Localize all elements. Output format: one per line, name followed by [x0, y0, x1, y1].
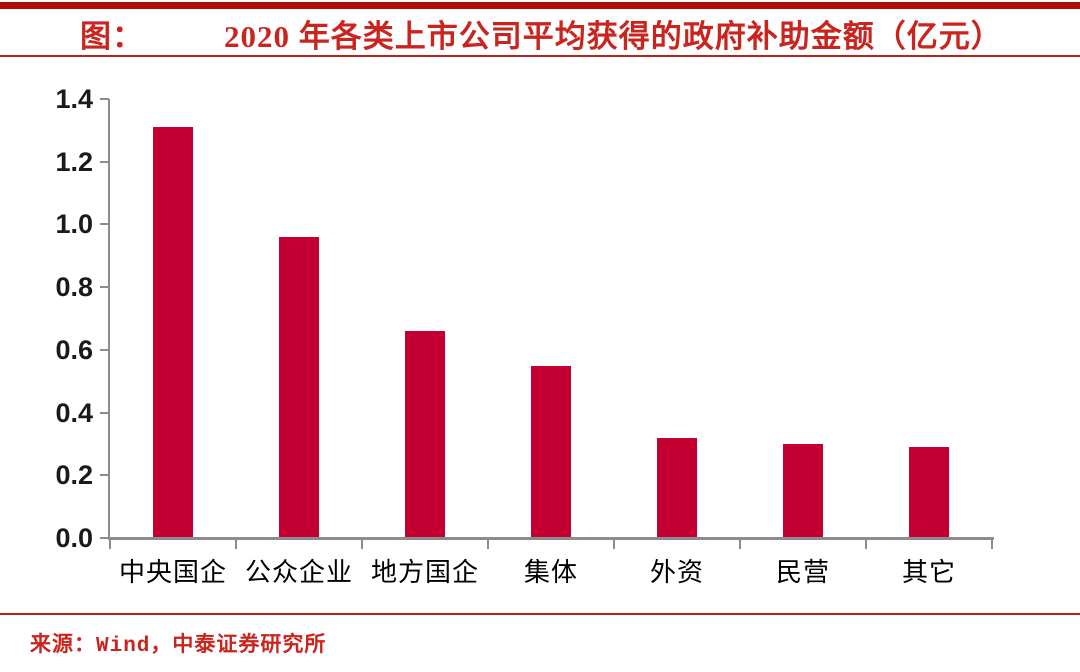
bar [405, 331, 445, 538]
bar [783, 443, 823, 538]
y-axis-label: 0.4 [55, 397, 93, 428]
x-tick [487, 537, 489, 549]
y-axis-label: 0.6 [55, 334, 93, 365]
y-tick [100, 160, 109, 163]
x-tick [109, 537, 111, 549]
bar [531, 365, 571, 538]
x-tick [991, 537, 993, 549]
x-axis [108, 537, 994, 540]
y-tick [100, 98, 109, 100]
x-axis-label: 中央国企 [118, 558, 227, 587]
figure-label: 图： [80, 18, 144, 54]
y-axis-label: 0.0 [55, 523, 93, 553]
bar [153, 127, 193, 538]
x-axis-label: 民营 [775, 558, 830, 587]
x-axis-label: 地方国企 [370, 558, 479, 587]
y-axis-label: 1.0 [55, 209, 93, 240]
footer-rule [0, 613, 1080, 615]
y-tick [100, 474, 109, 477]
y-tick [100, 348, 109, 351]
title-rule [0, 55, 1080, 57]
y-axis-label: 1.2 [55, 146, 93, 177]
x-axis-label: 集体 [523, 558, 578, 587]
x-axis-label: 外资 [649, 558, 704, 587]
bar [657, 437, 697, 538]
source-note: 来源：Wind，中泰证券研究所 [30, 635, 327, 658]
y-axis-label: 1.4 [55, 84, 93, 114]
x-axis-label: 其它 [901, 558, 956, 587]
x-tick [613, 537, 615, 549]
x-tick [739, 537, 741, 549]
y-axis [108, 99, 110, 540]
y-axis-label: 0.2 [55, 460, 93, 491]
x-tick [361, 537, 363, 549]
y-tick [100, 223, 109, 226]
bar-chart: 0.0 0.2 0.4 0.6 0.8 1.0 1.2 1.4 中央国企 公众企业 地方国企 集体 外… [0, 60, 1080, 605]
x-tick [235, 537, 237, 549]
bar [279, 236, 319, 538]
y-tick [100, 286, 109, 289]
bar [909, 447, 949, 538]
figure-title: 图： 2020 年各类上市公司平均获得的政府补助金额（亿元） [80, 14, 1003, 54]
top-rule [0, 2, 1080, 9]
x-axis-label: 公众企业 [244, 558, 353, 587]
y-tick [100, 411, 109, 414]
x-tick [865, 537, 867, 549]
y-axis-label: 0.8 [55, 272, 93, 303]
y-tick [100, 537, 109, 539]
figure-title-text: 2020 年各类上市公司平均获得的政府补助金额（亿元） [224, 18, 1003, 54]
